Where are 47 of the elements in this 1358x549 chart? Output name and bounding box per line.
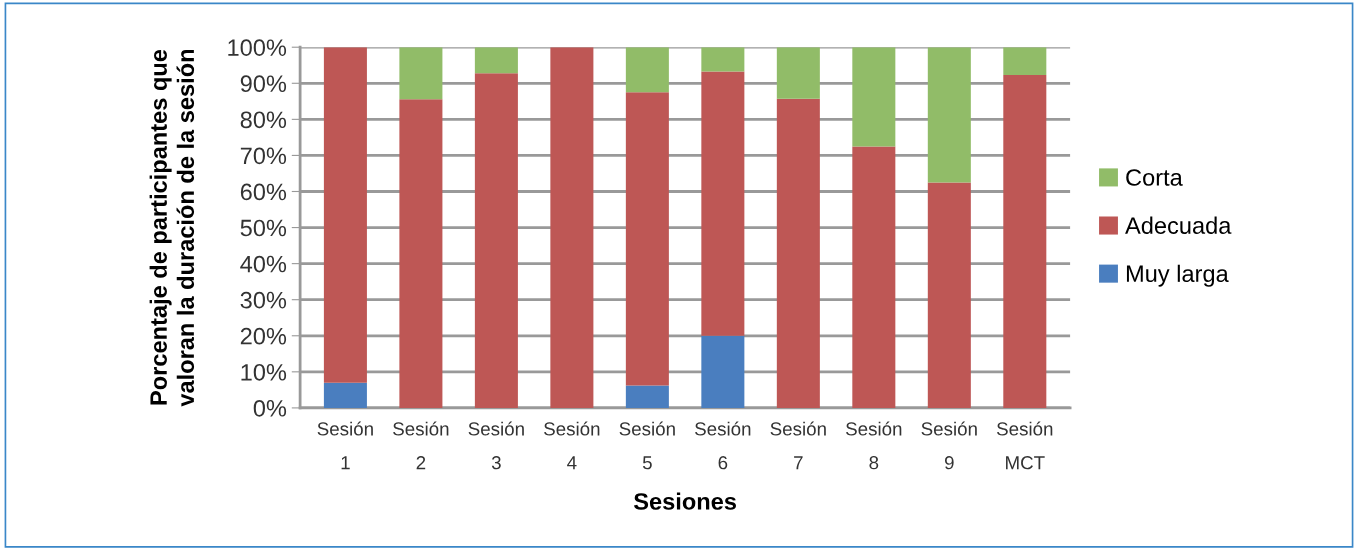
bar (852, 146, 896, 408)
bar (927, 182, 971, 408)
bar (776, 98, 820, 408)
y-tick-label: 50% (240, 219, 287, 237)
legend-label: Corta (1126, 169, 1183, 186)
y-tick-label: 30% (240, 291, 287, 309)
bar (323, 47, 367, 383)
y-tick-label: 100% (228, 39, 287, 56)
bar (399, 47, 443, 100)
x-tick-label: Sesión MCT (997, 421, 1053, 470)
y-tick-label: 10% (241, 363, 287, 381)
y-axis-title: Porcentaje de participantes que valoran la duración de la sesión (149, 49, 195, 407)
x-axis-title: Sesiones (633, 492, 736, 510)
bar (550, 47, 594, 408)
x-tick-label: Sesión 1 (317, 421, 373, 470)
bar (625, 47, 669, 93)
bar (701, 71, 745, 336)
x-tick-label: Sesión 6 (695, 421, 751, 470)
bar (474, 47, 518, 74)
x-tick-label: Sesión 7 (770, 421, 826, 470)
bar (1003, 47, 1047, 75)
bar (625, 92, 669, 386)
x-tick-label: Sesión 5 (619, 421, 675, 470)
bar (927, 47, 971, 183)
x-tick-label: Sesión 9 (921, 421, 977, 470)
y-tick-label: 90% (240, 75, 287, 93)
y-tick-label: 20% (240, 327, 287, 345)
x-tick-label: Sesión 2 (393, 421, 449, 470)
x-tick-label: Sesión 3 (468, 421, 524, 470)
bar (776, 47, 820, 99)
bar (852, 47, 896, 147)
bar (474, 73, 518, 408)
bar (701, 47, 745, 72)
y-tick-label: 40% (240, 255, 287, 273)
bar (1003, 74, 1047, 408)
y-tick-label: 70% (240, 147, 287, 165)
y-tick-label: 60% (240, 183, 287, 201)
bar (701, 335, 745, 408)
bar (399, 99, 443, 408)
x-tick-label: Sesión 8 (846, 421, 902, 470)
legend-label: Adecuada (1125, 216, 1232, 234)
y-tick-label: 0% (253, 399, 287, 417)
legend-label: Muy larga (1126, 264, 1229, 287)
x-tick-label: Sesión 4 (544, 421, 600, 470)
bar (625, 385, 669, 408)
bar (323, 382, 367, 408)
y-tick-label: 80% (240, 111, 287, 129)
